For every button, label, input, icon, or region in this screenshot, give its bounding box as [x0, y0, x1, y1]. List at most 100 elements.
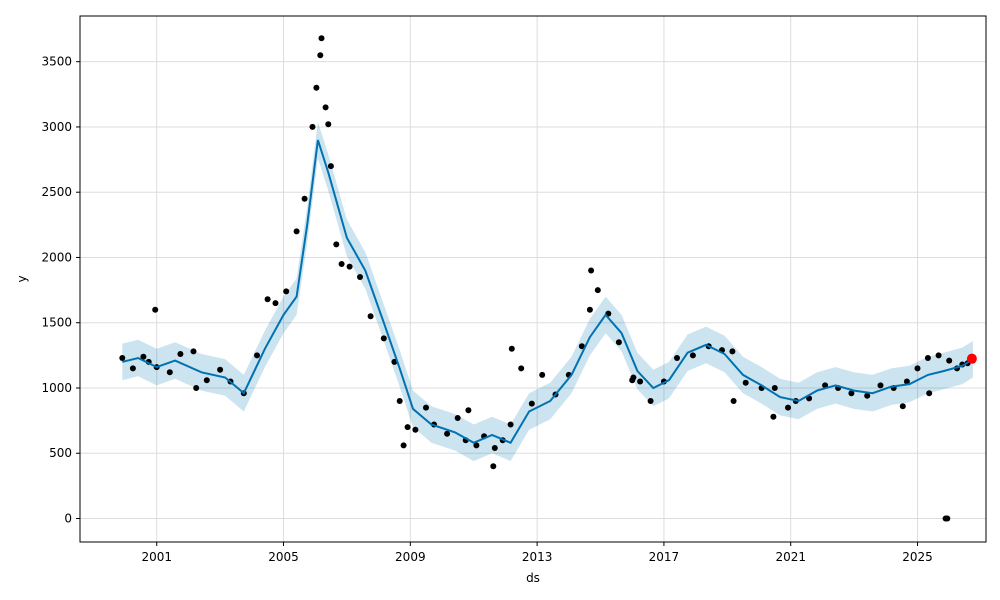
- observed-point: [490, 463, 497, 470]
- observed-point: [473, 442, 480, 449]
- observed-point: [630, 374, 637, 381]
- observed-point: [333, 241, 340, 248]
- observed-point: [380, 335, 387, 342]
- y-tick-label: 3500: [41, 55, 72, 69]
- y-tick-label: 0: [64, 512, 72, 526]
- observed-point: [507, 421, 514, 428]
- observed-point: [325, 121, 332, 128]
- observed-point: [322, 104, 329, 111]
- observed-point: [508, 345, 515, 352]
- observed-point: [152, 306, 159, 313]
- observed-point: [465, 407, 472, 414]
- uncertainty-band-layer: [122, 121, 973, 462]
- observed-point: [293, 228, 300, 235]
- observed-point: [914, 365, 921, 372]
- x-axis-ticks: 2001 2005 2009 2013 2017 2021 2025: [141, 542, 933, 564]
- observed-point: [594, 287, 601, 294]
- x-tick-label: 2017: [649, 550, 680, 564]
- observed-point: [272, 300, 279, 307]
- observed-point: [367, 313, 374, 320]
- y-tick-label: 2500: [41, 185, 72, 199]
- observed-point: [140, 353, 147, 360]
- observed-point: [217, 366, 224, 373]
- observed-point: [935, 352, 942, 359]
- observed-point: [318, 35, 325, 42]
- observed-point: [864, 392, 871, 399]
- forecast-line: [122, 139, 974, 445]
- observed-point: [903, 378, 910, 385]
- observed-point: [588, 267, 595, 274]
- y-axis-label: y: [15, 275, 29, 282]
- forecast-line-layer: [122, 139, 974, 445]
- x-tick-label: 2021: [775, 550, 806, 564]
- observed-point: [528, 400, 535, 407]
- observed-point: [357, 274, 363, 280]
- observed-point: [190, 348, 197, 355]
- observed-point: [119, 355, 126, 361]
- x-tick-label: 2013: [522, 550, 553, 564]
- observed-point: [539, 371, 546, 378]
- observed-point: [518, 365, 525, 372]
- y-tick-label: 500: [49, 446, 72, 460]
- highlight-point-layer: [966, 353, 977, 364]
- observed-point: [491, 445, 498, 451]
- observed-point: [615, 339, 622, 346]
- observed-point: [166, 369, 173, 376]
- x-tick-label: 2001: [141, 550, 172, 564]
- observed-point: [586, 306, 593, 313]
- observed-point: [423, 404, 429, 411]
- observed-point: [396, 398, 403, 404]
- x-axis-label: ds: [526, 571, 540, 585]
- observed-point: [327, 163, 334, 170]
- observed-point: [637, 378, 644, 385]
- y-tick-label: 3000: [41, 120, 72, 134]
- x-tick-label: 2009: [395, 550, 426, 564]
- observed-point: [444, 430, 451, 437]
- observed-point: [454, 415, 461, 421]
- observed-point: [877, 382, 884, 389]
- plot-area-frame: [79, 15, 987, 543]
- y-tick-label: 1500: [41, 316, 72, 330]
- observed-point: [848, 390, 855, 397]
- observed-point: [309, 123, 316, 130]
- observed-point: [899, 403, 906, 410]
- observed-point: [264, 296, 271, 303]
- observed-point: [742, 379, 749, 386]
- uncertainty-band: [122, 121, 973, 462]
- x-tick-label: 2025: [902, 550, 933, 564]
- observed-point: [193, 385, 200, 391]
- observed-point: [412, 426, 419, 433]
- observed-point: [924, 355, 931, 361]
- observed-point: [400, 442, 407, 449]
- observed-point: [404, 424, 411, 431]
- observed-point: [578, 343, 585, 350]
- y-tick-label: 1000: [41, 381, 72, 395]
- observed-point: [301, 195, 308, 202]
- observed-point: [785, 404, 791, 411]
- observed-point: [770, 413, 777, 420]
- observed-point: [177, 351, 184, 357]
- y-axis-ticks: 0 500 1000 1500 2000 2500 3000 3500: [41, 55, 80, 526]
- observed-point: [674, 355, 680, 361]
- observed-point: [129, 365, 136, 372]
- observed-point: [283, 288, 290, 295]
- observed-point: [338, 261, 345, 267]
- observed-point: [689, 352, 696, 359]
- observed-point: [771, 385, 778, 391]
- x-tick-label: 2005: [268, 550, 299, 564]
- observed-point: [730, 398, 737, 404]
- grid-lines: [80, 16, 986, 542]
- highlight-point: [966, 353, 977, 364]
- observed-point: [944, 515, 951, 522]
- y-tick-label: 2000: [41, 250, 72, 264]
- observed-point: [926, 390, 933, 397]
- observed-point: [313, 84, 320, 91]
- observed-point: [729, 348, 736, 355]
- observed-point: [346, 263, 353, 270]
- observed-point: [647, 398, 654, 404]
- observed-point: [254, 352, 260, 359]
- observed-point: [946, 357, 953, 364]
- observed-point: [203, 377, 210, 384]
